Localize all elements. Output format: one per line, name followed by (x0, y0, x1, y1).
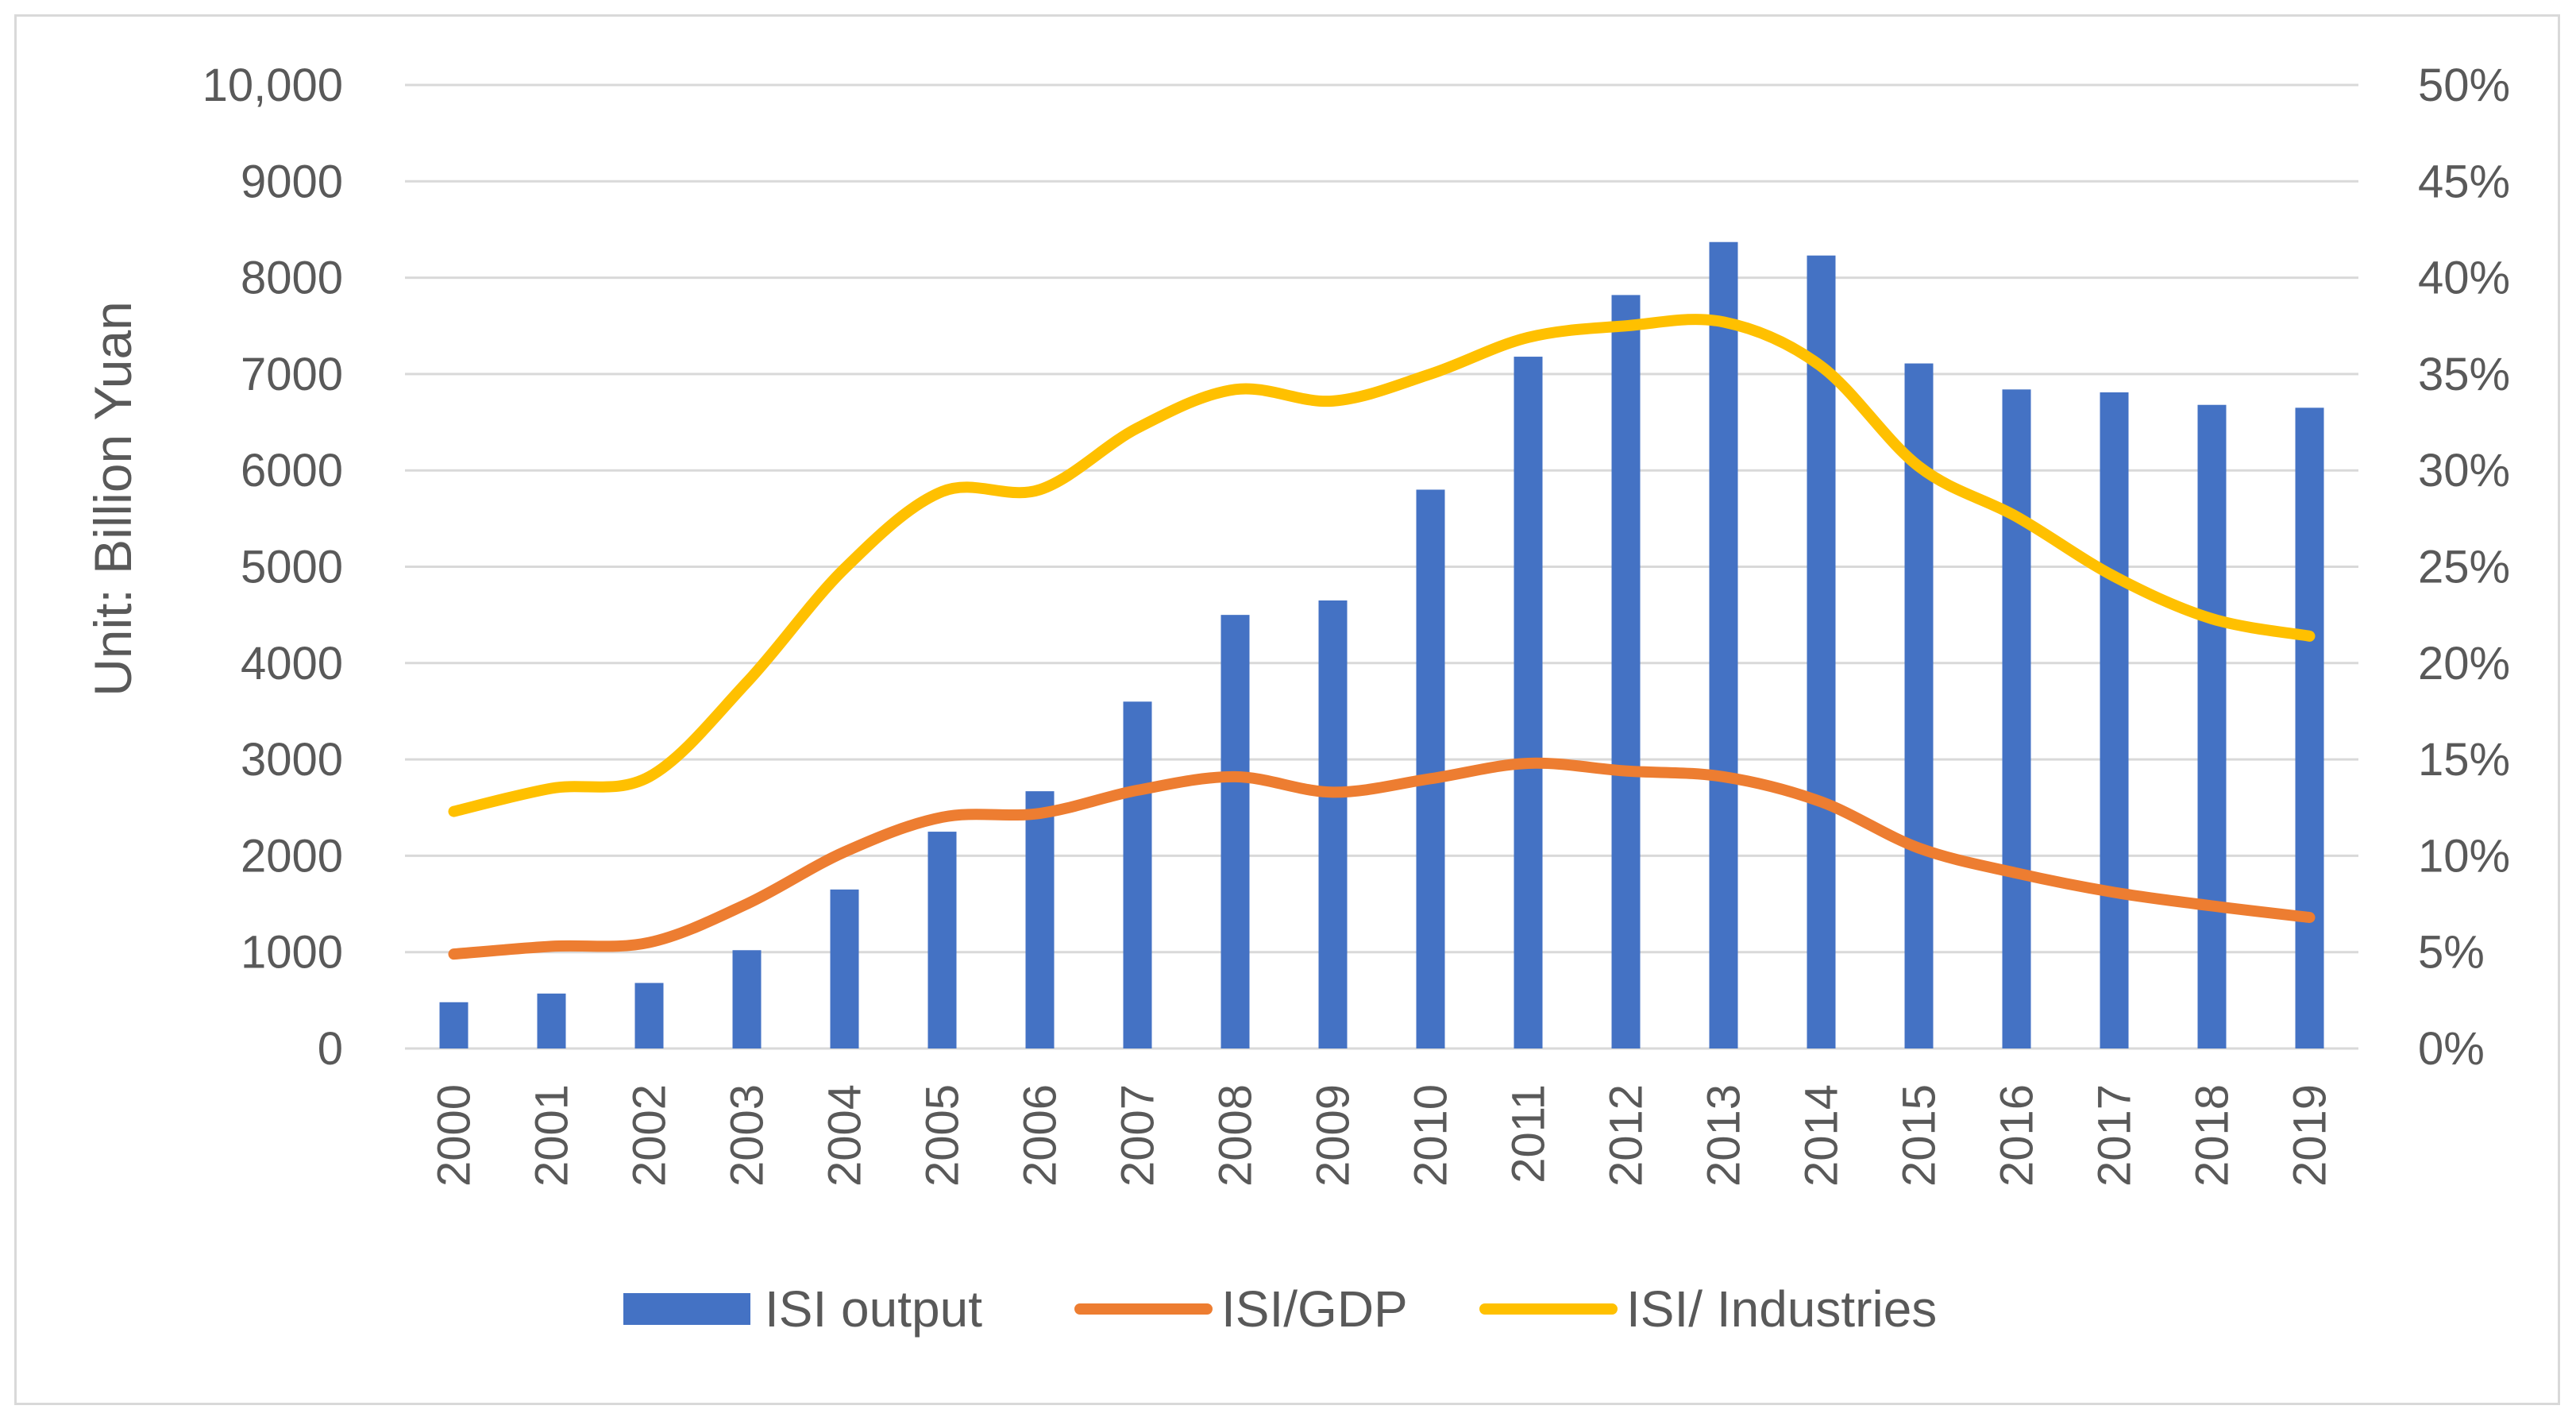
line-isi-industries (448, 314, 2316, 817)
y2-tick-label: 45% (2418, 156, 2510, 207)
x-tick-label: 2011 (1503, 1084, 1555, 1184)
y-tick-label: 10,000 (202, 60, 343, 111)
gridlines (405, 83, 2358, 1050)
bar-isi-output (1318, 600, 1348, 1048)
legend-label: ISI/GDP (1221, 1280, 1408, 1338)
legend: ISI output ISI/GDP ISI/ Industries (623, 1280, 1937, 1338)
bar-isi-output (1709, 241, 1738, 1048)
y2-tick-label: 10% (2418, 830, 2510, 882)
bar-isi-output (439, 1002, 469, 1048)
x-tick-label: 2017 (2089, 1084, 2141, 1187)
bar-isi-output (2100, 392, 2129, 1048)
x-tick-label: 2006 (1015, 1084, 1066, 1187)
bar-isi-output (1123, 701, 1152, 1048)
bar-isi-output (537, 993, 566, 1048)
x-tick-label: 2015 (1894, 1084, 1945, 1187)
bar-isi-output (1221, 615, 1250, 1048)
x-tick-label: 2001 (526, 1084, 578, 1187)
bar-isi-output (1807, 255, 1836, 1048)
x-tick-label: 2010 (1406, 1084, 1457, 1187)
y2-tick-label: 40% (2418, 253, 2510, 304)
y2-tick-label: 15% (2418, 734, 2510, 786)
line-series (448, 314, 2316, 960)
y-tick-label: 0 (318, 1023, 343, 1075)
y-tick-label: 5000 (241, 542, 343, 593)
y2-tick-label: 50% (2418, 60, 2510, 111)
y2-tick-label: 0% (2418, 1023, 2485, 1075)
x-tick-label: 2005 (917, 1084, 969, 1187)
y2-tick-label: 20% (2418, 638, 2510, 689)
y-tick-label: 7000 (241, 349, 343, 400)
x-tick-label: 2007 (1113, 1084, 1164, 1187)
x-tick-label: 2016 (1992, 1084, 2043, 1187)
bar-isi-output (634, 983, 664, 1048)
y-tick-label: 3000 (241, 734, 343, 786)
y2-tick-label: 35% (2418, 349, 2510, 400)
bar-isi-output (2197, 404, 2227, 1048)
legend-label: ISI/ Industries (1626, 1280, 1937, 1338)
y-tick-label: 4000 (241, 638, 343, 689)
bar-isi-output (927, 832, 957, 1048)
x-tick-label: 2014 (1796, 1084, 1848, 1187)
legend-label: ISI output (765, 1280, 982, 1338)
legend-swatch-bar (623, 1293, 750, 1325)
left-axis-ticks: 0 1000 2000 3000 4000 5000 6000 7000 8000 9000 10,… (202, 60, 343, 1075)
x-tick-label: 2012 (1601, 1084, 1652, 1187)
bar-isi-output (2295, 407, 2324, 1048)
chart-frame (14, 14, 2560, 1405)
x-tick-label: 2009 (1308, 1084, 1359, 1187)
bar-series (439, 241, 2324, 1049)
x-tick-label: 2000 (429, 1084, 480, 1187)
y-tick-label: 1000 (241, 927, 343, 979)
x-tick-label: 2008 (1210, 1084, 1262, 1187)
bar-isi-output (830, 889, 859, 1048)
x-tick-label: 2002 (624, 1084, 676, 1187)
right-axis-ticks: 0% 5% 10% 15% 20% 25% 30% 35% 40% 45% 50% (2418, 60, 2510, 1075)
x-tick-label: 2004 (819, 1084, 871, 1187)
x-tick-label: 2019 (2285, 1084, 2336, 1187)
bar-isi-output (1416, 489, 1445, 1048)
bar-isi-output (1514, 357, 1543, 1048)
y2-tick-label: 25% (2418, 542, 2510, 593)
y-tick-label: 2000 (241, 830, 343, 882)
y-tick-label: 6000 (241, 445, 343, 496)
y-tick-label: 8000 (241, 253, 343, 304)
y-axis-title: Unit: Billion Yuan (83, 301, 142, 697)
y-tick-label: 9000 (241, 156, 343, 207)
bar-isi-output (1611, 295, 1641, 1049)
bar-isi-output (732, 950, 762, 1048)
y2-tick-label: 5% (2418, 927, 2485, 979)
x-tick-label: 2013 (1699, 1084, 1750, 1187)
line-isi-gdp (448, 757, 2316, 960)
x-axis-ticks: 2000 2001 2002 2003 2004 2005 2006 2007 2008 2009… (429, 1084, 2336, 1187)
bar-isi-output (2002, 389, 2031, 1049)
y2-tick-label: 30% (2418, 445, 2510, 496)
x-tick-label: 2003 (722, 1084, 773, 1187)
x-tick-label: 2018 (2187, 1084, 2239, 1187)
bar-isi-output (1025, 791, 1055, 1048)
